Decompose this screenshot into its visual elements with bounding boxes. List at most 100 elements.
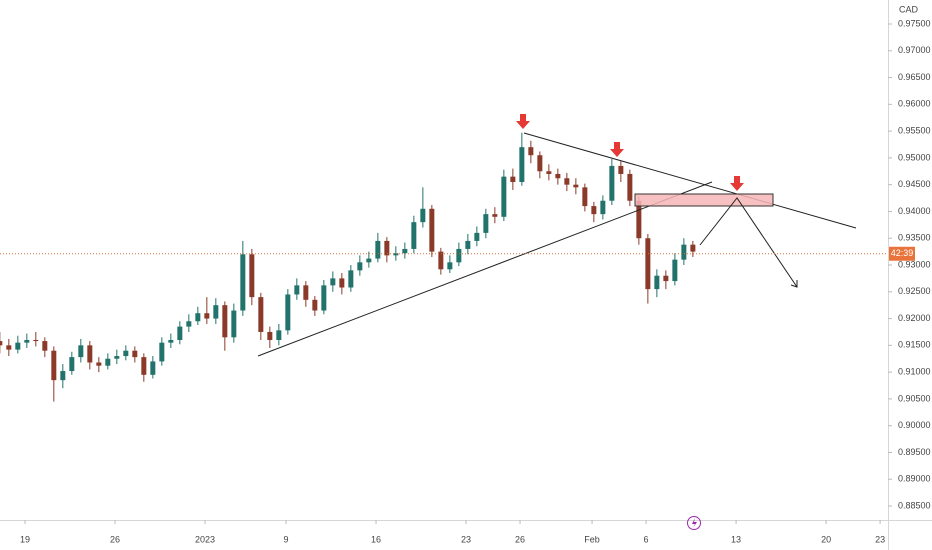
x-tick-label: 6: [644, 534, 649, 544]
candle-body: [105, 358, 111, 366]
currency-label: CAD: [899, 4, 919, 14]
candle-body: [312, 299, 318, 311]
y-tick-label: 0.90000: [898, 420, 931, 430]
countdown-box: [889, 246, 915, 261]
icon-bolt: [692, 518, 697, 528]
candle-body: [213, 305, 219, 319]
x-tick-label: 26: [515, 534, 525, 544]
candle-body: [267, 331, 273, 340]
resistance-zone: [634, 193, 774, 207]
candle-body: [627, 173, 633, 201]
y-tick-label: 0.95000: [898, 152, 931, 162]
candle-body: [537, 155, 543, 172]
y-tick-label: 0.92500: [898, 286, 931, 296]
candle-body: [483, 214, 489, 233]
candle-body: [375, 240, 381, 259]
candle-body: [546, 171, 552, 174]
candle-body: [366, 258, 372, 263]
candle-body: [303, 285, 309, 300]
candle-body: [600, 200, 606, 215]
y-tick-label: 0.91500: [898, 340, 931, 350]
y-tick-label: 0.88500: [898, 500, 931, 510]
candle-body: [420, 208, 426, 223]
y-tick-label: 0.90500: [898, 393, 931, 403]
falling-trendline: [523, 132, 857, 229]
projection-arrowhead: [790, 280, 798, 288]
candle-body: [474, 232, 480, 241]
candle-body: [114, 356, 120, 359]
candle-body: [321, 285, 327, 311]
candle-body: [231, 310, 237, 338]
candle-body: [285, 294, 291, 331]
candle-body: [294, 285, 300, 295]
candle-body: [618, 165, 624, 174]
candle-body: [582, 187, 588, 207]
candle-body: [150, 361, 156, 375]
candle-body: [258, 297, 264, 332]
candle-body: [663, 275, 669, 282]
y-tick-label: 0.97500: [898, 18, 931, 28]
rising-trendline: [257, 181, 713, 357]
candle-body: [357, 262, 363, 271]
candle-body: [60, 371, 66, 381]
candle-body: [672, 259, 678, 282]
y-tick-label: 0.96500: [898, 72, 931, 82]
candle-body: [240, 254, 246, 311]
candle-body: [195, 313, 201, 322]
drawings: [257, 132, 857, 357]
candle-body: [564, 178, 570, 185]
candle-body: [186, 321, 192, 327]
candle-body: [276, 330, 282, 340]
candle-body: [429, 208, 435, 252]
candle-body: [132, 350, 138, 358]
candle-body: [204, 313, 210, 319]
candle-body: [87, 345, 93, 363]
candle-body: [78, 345, 84, 358]
candle-body: [447, 262, 453, 270]
candle-body: [33, 339, 39, 342]
candle-body: [123, 350, 129, 357]
candle-body: [42, 341, 48, 351]
candle-body: [456, 248, 462, 263]
x-tick-label: 13: [731, 534, 741, 544]
x-tick-label: 19: [20, 534, 30, 544]
y-tick-label: 0.94500: [898, 179, 931, 189]
candle-body: [519, 147, 525, 182]
x-tick-label: 26: [110, 534, 120, 544]
icon-circle: [687, 516, 701, 530]
candle-body: [690, 244, 696, 252]
candle-body: [492, 214, 498, 217]
candle-body: [177, 326, 183, 340]
countdown-label: 42:39: [891, 248, 914, 258]
y-tick-label: 0.97000: [898, 45, 931, 55]
y-tick-label: 0.96000: [898, 99, 931, 109]
candle-body: [510, 176, 516, 182]
candle-body: [609, 165, 615, 201]
candle-body: [573, 184, 579, 188]
x-tick-label: 20: [821, 534, 831, 544]
candle-body: [591, 206, 597, 215]
top-arrows: [516, 114, 744, 191]
candle-body: [645, 238, 651, 290]
candle-body: [555, 173, 561, 179]
candle-body: [501, 176, 507, 217]
candle-body: [6, 345, 12, 350]
candle-body: [348, 270, 354, 288]
candle-body: [141, 357, 147, 375]
arrow-marker: [610, 142, 624, 157]
y-tick-label: 0.93000: [898, 259, 931, 269]
candle-body: [528, 147, 534, 156]
y-tick-label: 0.89000: [898, 474, 931, 484]
y-tick-label: 0.92000: [898, 313, 931, 323]
candle-body: [15, 342, 21, 350]
candle-body: [681, 244, 687, 260]
y-tick-label: 0.93500: [898, 233, 931, 243]
y-tick-label: 0.89500: [898, 447, 931, 457]
candle-body: [330, 278, 336, 286]
candle-body: [636, 200, 642, 239]
candle-body: [384, 240, 390, 256]
projection-path: [699, 197, 798, 288]
